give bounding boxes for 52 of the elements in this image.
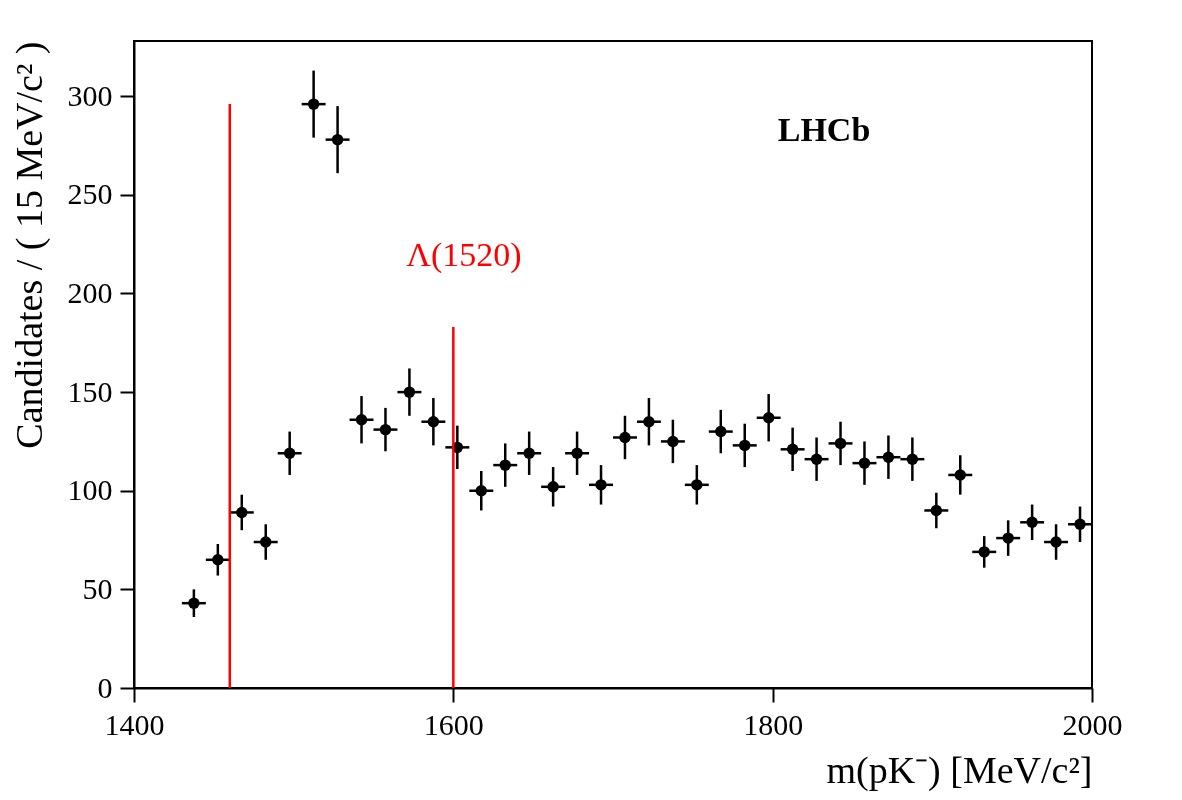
point [858,457,871,469]
point [260,536,272,548]
point [1026,516,1038,528]
point [547,481,559,493]
point [307,98,320,110]
point [762,412,775,424]
x-axis-title: m(pK⁻) [MeV/c²] [826,748,1093,792]
y-tick-label: 250 [67,177,113,211]
point [403,386,416,398]
x-tick-label: 1400 [104,707,165,741]
point [954,469,966,481]
y-tick-label: 200 [67,275,113,309]
point [715,425,727,438]
annotation: Λ(1520) [406,236,522,274]
point [930,504,943,517]
point [906,453,919,465]
point [212,554,224,566]
point [379,423,392,436]
x-tick-label: 1800 [743,707,804,741]
point [1002,532,1014,544]
x-tick-label: 2000 [1062,707,1123,741]
y-tick-label: 150 [67,374,113,408]
point [331,133,344,146]
point [667,435,679,448]
point [643,416,655,428]
x-tick-label: 1600 [423,707,484,741]
point [739,439,751,452]
point [475,485,487,497]
point [188,597,200,609]
point [978,546,990,558]
point [236,506,248,519]
y-tick-label: 100 [67,473,113,507]
point [283,447,296,459]
point [834,437,847,450]
y-tick-label: 0 [97,670,113,704]
y-tick-label: 300 [67,78,113,112]
point [571,447,583,459]
point [1074,518,1086,530]
annotation: LHCb [777,111,871,148]
point [810,453,823,465]
point [523,447,535,459]
point [786,443,799,456]
point [691,479,703,491]
y-axis-title: Candidates / ( 15 MeV/c² ) [7,41,51,449]
point [1050,536,1062,548]
point [595,479,607,491]
point [882,451,895,463]
point [355,414,368,426]
point [427,416,440,428]
point [619,431,631,444]
y-tick-label: 50 [82,571,113,605]
point [499,459,511,471]
